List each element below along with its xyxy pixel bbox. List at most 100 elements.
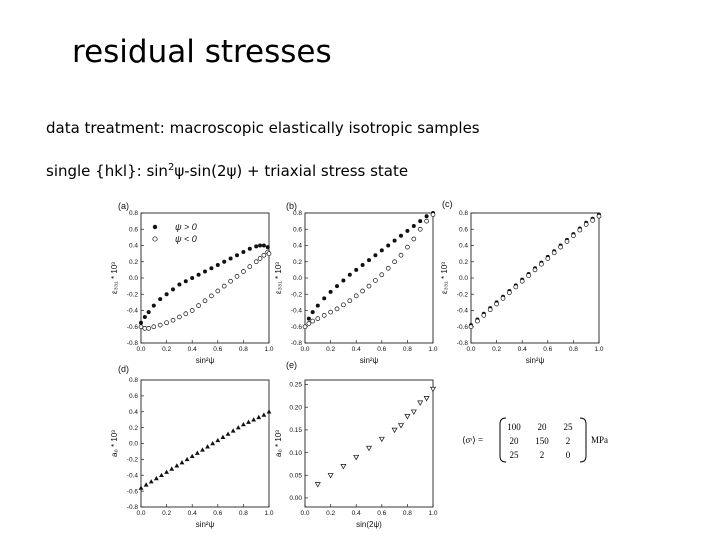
data-point (526, 273, 531, 278)
data-point (373, 278, 378, 283)
data-point (183, 279, 188, 284)
data-point (353, 454, 360, 461)
data-point (225, 431, 231, 436)
x-tick-label: 0.8 (403, 510, 412, 517)
y-tick-label: -0.2 (127, 291, 139, 298)
data-point (417, 226, 423, 232)
data-point (171, 287, 175, 292)
data-point (386, 243, 391, 248)
data-point (315, 316, 321, 321)
y-tick-label: 0.6 (129, 393, 138, 400)
y-tick-label: 0.05 (289, 472, 302, 479)
y-tick-label: -0.2 (291, 291, 303, 298)
matrix-right-bracket (579, 417, 587, 463)
line2-suffix: ψ-sin(2ψ) + triaxial stress state (174, 162, 409, 180)
y-tick-label: -0.6 (457, 324, 469, 331)
data-point (202, 298, 208, 304)
y-tick-label: -0.6 (127, 324, 139, 331)
data-point (405, 244, 410, 250)
matrix-cell: 25 (510, 450, 520, 460)
y-tick-label: 0.6 (459, 226, 468, 233)
x-axis-label: sin(2ψ) (356, 520, 382, 529)
legend-entry: ψ > 0 (175, 222, 197, 232)
data-point (430, 386, 436, 393)
x-tick-label: 0.4 (188, 346, 197, 353)
matrix-cell: 150 (535, 436, 549, 446)
x-axis-label: sin²ψ (526, 356, 545, 365)
data-point (189, 453, 195, 458)
x-tick-label: 0.8 (403, 346, 412, 353)
y-tick-label: 0.2 (129, 259, 138, 266)
y-tick-label: -0.4 (127, 472, 139, 479)
y-tick-label: -0.2 (127, 457, 139, 464)
legend-marker-filled (152, 224, 158, 230)
data-point (366, 445, 372, 452)
data-point (430, 212, 436, 217)
data-point (189, 308, 195, 313)
x-tick-label: 0.0 (300, 346, 309, 353)
data-point (253, 259, 259, 265)
data-point (261, 243, 266, 248)
data-point (302, 324, 308, 330)
data-point (157, 322, 163, 328)
subtitle-line-2: single {hkl}: sin2ψ-sin(2ψ) + triaxial s… (46, 162, 408, 180)
y-tick-label: 0.4 (459, 243, 468, 250)
data-point (257, 256, 263, 261)
data-point (481, 313, 487, 318)
y-axis-label: ε₃₃₁ * 10³ (440, 262, 449, 294)
data-point (146, 310, 151, 315)
y-tick-label: 0.8 (129, 210, 138, 217)
data-point (379, 272, 385, 278)
data-point (392, 259, 397, 265)
data-point (247, 264, 253, 269)
data-point (310, 310, 315, 315)
data-point (475, 318, 480, 324)
panel-label-a: (a) (118, 201, 129, 211)
plot-frame-b (304, 212, 434, 344)
data-point (423, 395, 430, 402)
y-tick-label: -0.8 (127, 504, 139, 511)
y-tick-label: -0.4 (127, 308, 139, 315)
data-point (138, 485, 144, 490)
x-axis-label: sin²ψ (196, 520, 215, 529)
x-tick-label: 1.0 (264, 510, 273, 517)
y-tick-label: 0.2 (129, 425, 138, 432)
data-point (411, 224, 416, 228)
x-tick-label: 0.8 (569, 346, 578, 353)
data-point (398, 423, 404, 429)
line2-prefix: single {hkl}: sin (46, 162, 168, 180)
x-tick-label: 0.0 (136, 510, 145, 517)
data-point (164, 320, 169, 326)
panel-label-e: (e) (286, 360, 297, 370)
data-point (209, 293, 214, 299)
data-point (221, 283, 227, 289)
x-tick-label: 0.2 (162, 510, 171, 517)
data-point (583, 222, 589, 227)
data-point (215, 263, 220, 267)
plot-frame-e (304, 379, 434, 508)
subtitle-line-1: data treatment: macroscopic elastically … (46, 119, 480, 137)
data-point (360, 263, 365, 267)
data-point (266, 251, 272, 256)
data-point (513, 284, 519, 290)
y-tick-label: 0.20 (289, 404, 302, 411)
panel-label-b: (b) (286, 201, 297, 211)
data-point (417, 400, 424, 406)
y-tick-label: 0.0 (129, 275, 138, 282)
matrix-cell: 2 (566, 436, 571, 446)
y-tick-label: -0.4 (457, 308, 469, 315)
y-tick-label: 0.4 (129, 243, 138, 250)
data-point (241, 421, 246, 427)
matrix-cell: 20 (538, 422, 548, 432)
data-point (577, 227, 583, 233)
data-point (241, 250, 246, 254)
data-point (164, 292, 169, 297)
data-point (153, 475, 159, 481)
data-point (247, 246, 252, 251)
data-point (266, 409, 272, 414)
data-point (142, 326, 148, 331)
data-point (551, 250, 557, 256)
data-point (177, 314, 182, 320)
matrix-cell: 0 (566, 450, 571, 460)
data-point (209, 266, 214, 271)
